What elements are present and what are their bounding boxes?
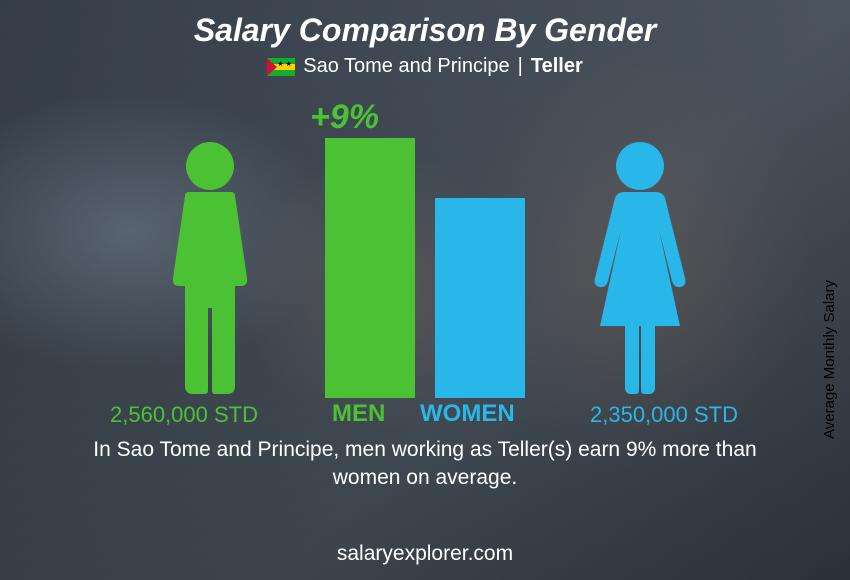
description-text: In Sao Tome and Principe, men working as… [0, 428, 850, 493]
separator-text: | [518, 55, 523, 78]
men-category-label: MEN [332, 400, 385, 428]
footer-attribution: salaryexplorer.com [0, 542, 850, 566]
flag-icon [267, 58, 295, 76]
job-text: Teller [531, 55, 583, 78]
men-salary-value: 2,560,000 STD [110, 402, 258, 428]
chart-area: +9% 2,560,000 STD MEN WOMEN 2,350,000 ST… [0, 98, 850, 428]
bar-men [325, 138, 415, 398]
women-category-label: WOMEN [420, 400, 515, 428]
women-salary-value: 2,350,000 STD [590, 402, 738, 428]
female-person-icon [585, 138, 695, 398]
location-text: Sao Tome and Principe [303, 55, 509, 78]
male-person-icon [155, 138, 265, 398]
subtitle-row: Sao Tome and Principe | Teller [0, 55, 850, 78]
page-title: Salary Comparison By Gender [0, 0, 850, 49]
side-axis-label: Average Monthly Salary [821, 280, 838, 439]
bar-women [435, 198, 525, 398]
percentage-difference: +9% [310, 98, 379, 137]
content-wrapper: Salary Comparison By Gender Sao Tome and… [0, 0, 850, 580]
